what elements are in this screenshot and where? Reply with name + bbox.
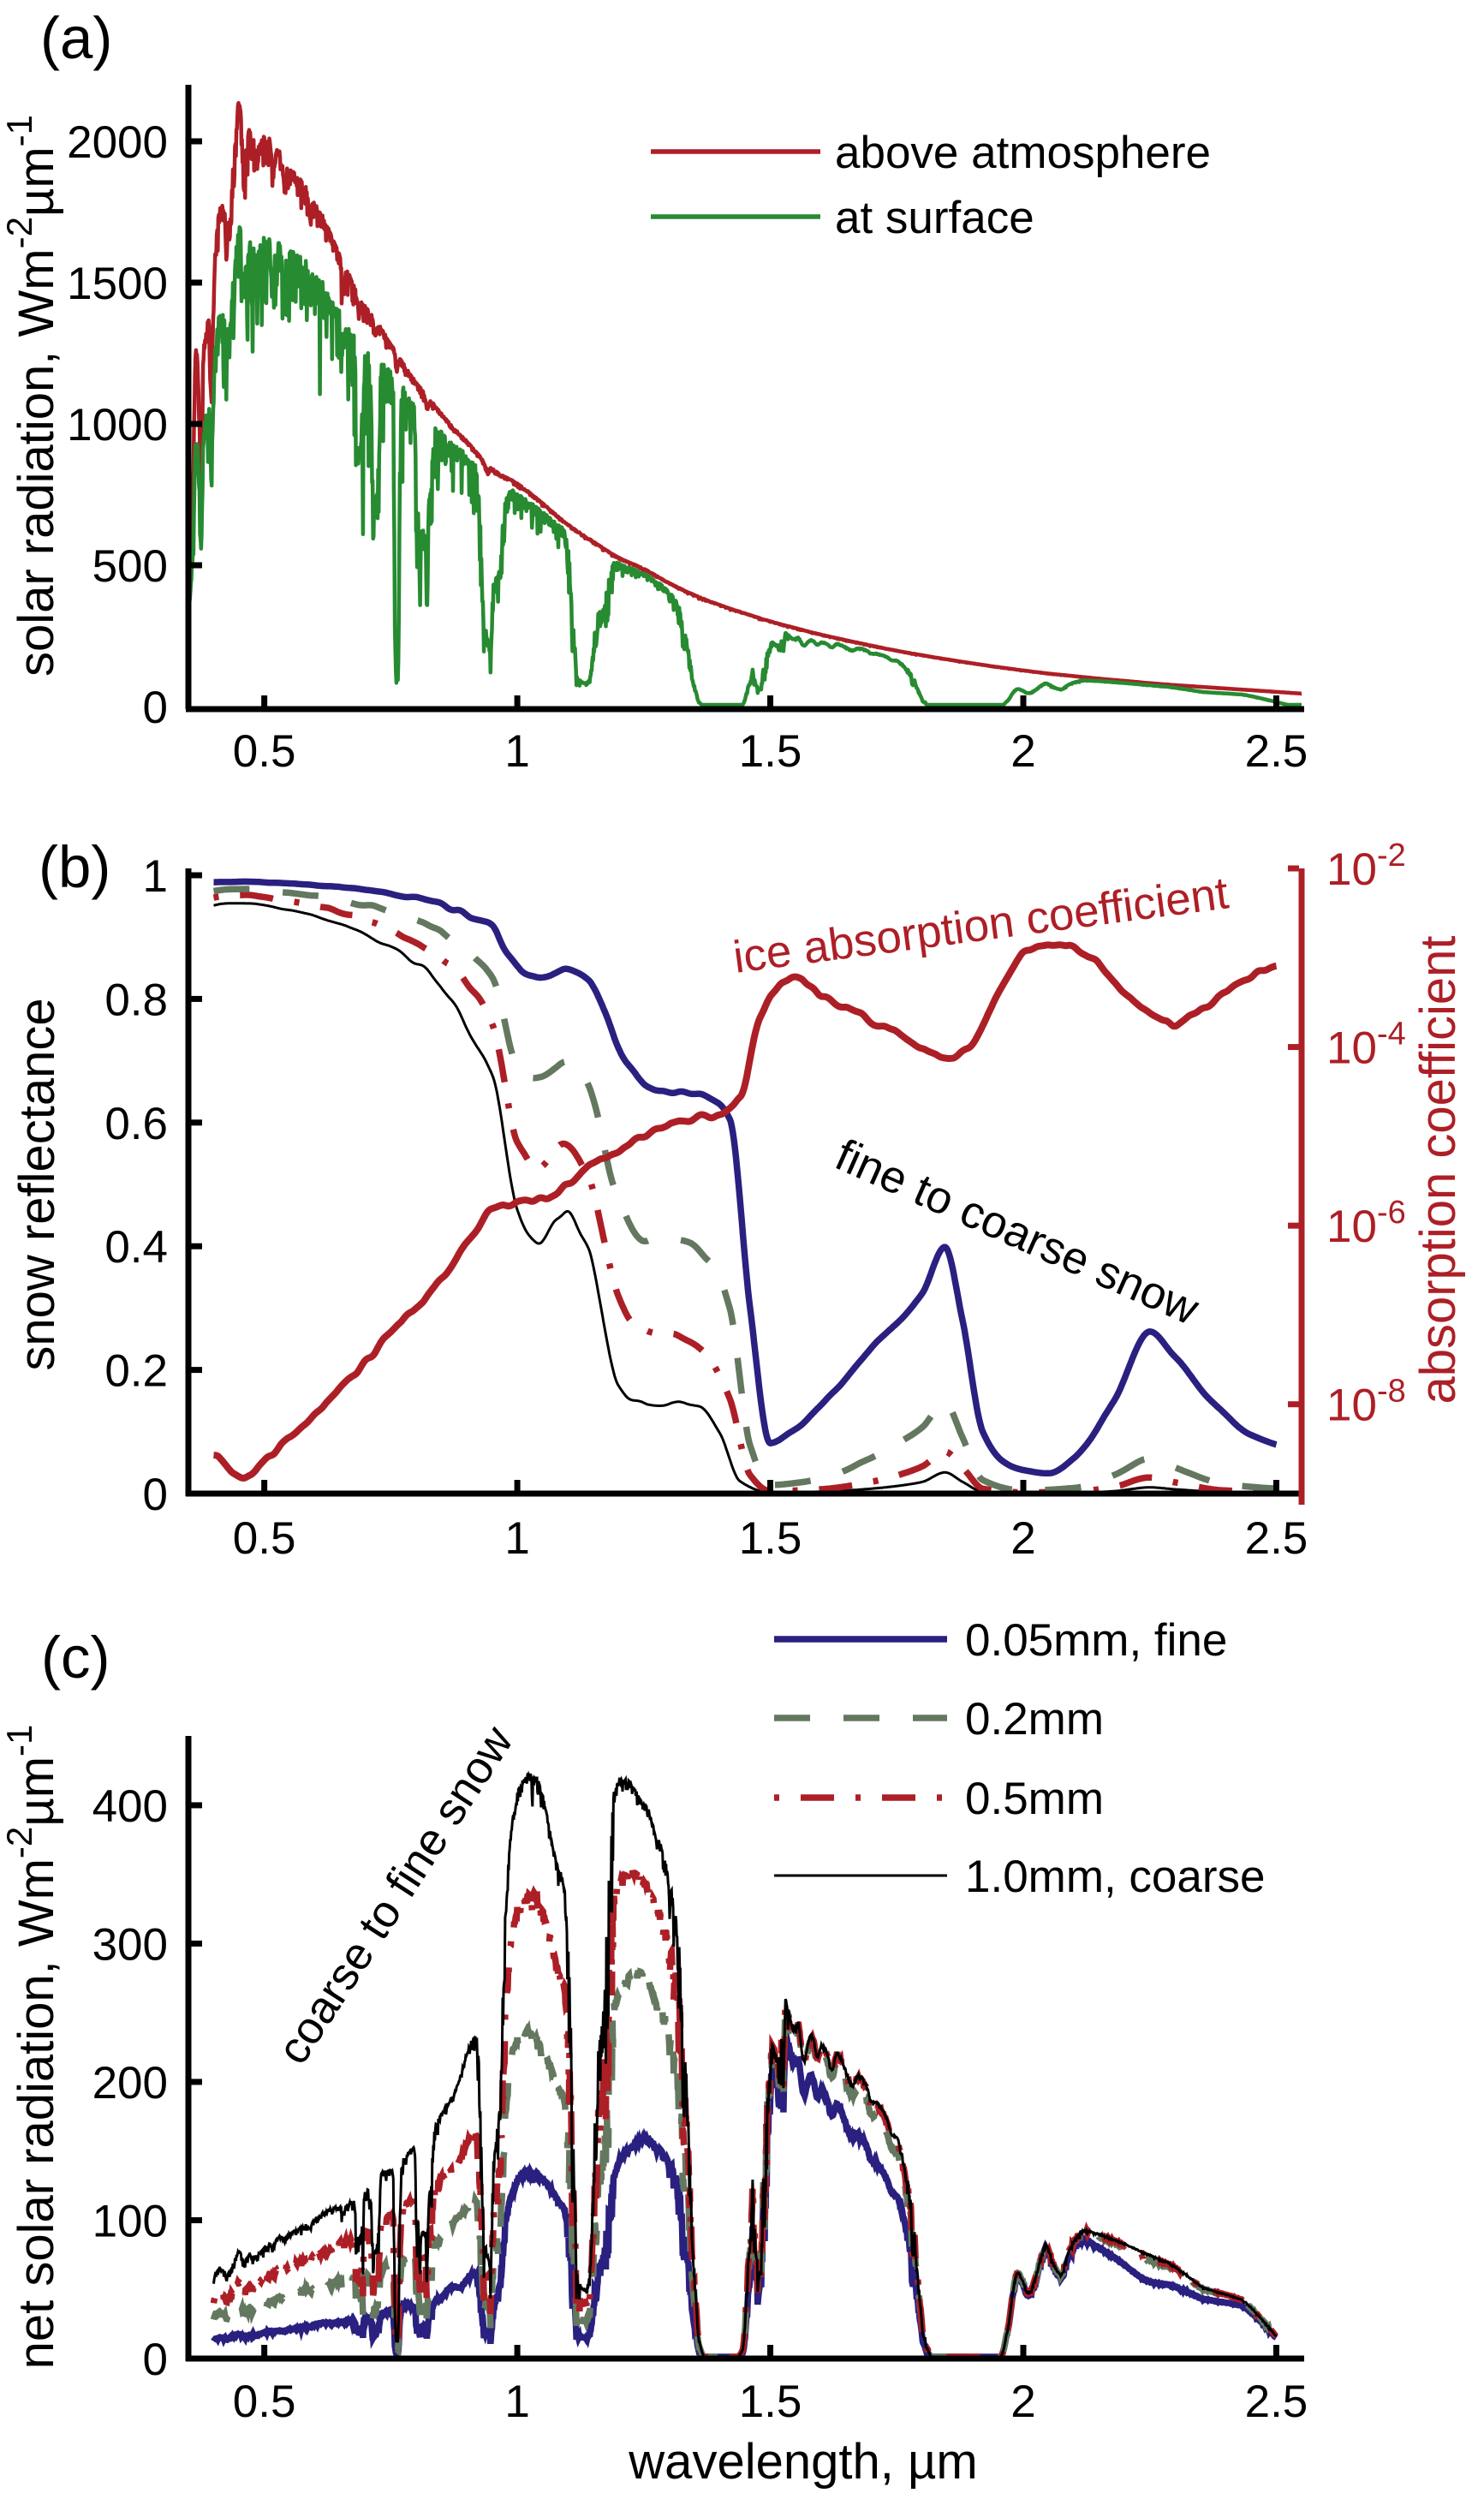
svg-text:10-2: 10-2	[1326, 838, 1406, 895]
svg-text:1: 1	[504, 2377, 529, 2427]
svg-text:0: 0	[143, 1470, 168, 1520]
svg-text:2.5: 2.5	[1245, 1513, 1308, 1564]
svg-text:0.8: 0.8	[104, 975, 168, 1025]
svg-text:0.5mm: 0.5mm	[965, 1774, 1104, 1824]
svg-text:1500: 1500	[67, 259, 168, 309]
svg-text:1.5: 1.5	[739, 1513, 802, 1564]
svg-text:2: 2	[1010, 1513, 1035, 1564]
svg-text:0.5: 0.5	[233, 1513, 296, 1564]
svg-text:0.2mm: 0.2mm	[965, 1694, 1104, 1745]
svg-text:0: 0	[143, 683, 168, 733]
svg-text:(b): (b)	[39, 834, 110, 900]
svg-text:0.05mm, fine: 0.05mm, fine	[965, 1615, 1227, 1666]
svg-text:1: 1	[504, 726, 529, 777]
svg-text:0.4: 0.4	[104, 1222, 168, 1273]
svg-text:1.0mm, coarse: 1.0mm, coarse	[965, 1852, 1266, 1902]
svg-text:(c): (c)	[41, 1625, 110, 1691]
svg-text:snow reflectance: snow reflectance	[9, 998, 65, 1370]
svg-text:1.5: 1.5	[739, 726, 802, 777]
svg-text:300: 300	[92, 1919, 168, 1970]
svg-text:2000: 2000	[67, 117, 168, 168]
svg-text:100: 100	[92, 2196, 168, 2246]
svg-text:wavelength, µm: wavelength, µm	[628, 2434, 977, 2490]
svg-text:0: 0	[143, 2335, 168, 2385]
svg-text:200: 200	[92, 2058, 168, 2108]
svg-text:net solar radiation, Wm-2µm-1: net solar radiation, Wm-2µm-1	[0, 1725, 64, 2370]
svg-text:0.5: 0.5	[233, 2377, 296, 2427]
svg-text:1000: 1000	[67, 400, 168, 450]
svg-text:0.2: 0.2	[104, 1346, 168, 1397]
svg-text:above atmosphere: above atmosphere	[835, 128, 1211, 178]
svg-text:500: 500	[92, 541, 168, 592]
svg-text:1: 1	[504, 1513, 529, 1564]
svg-text:1: 1	[143, 851, 168, 902]
svg-text:0.6: 0.6	[104, 1099, 168, 1149]
svg-text:2.5: 2.5	[1245, 2377, 1308, 2427]
svg-text:1.5: 1.5	[739, 2377, 802, 2427]
svg-text:at surface: at surface	[835, 193, 1034, 243]
svg-text:2: 2	[1010, 2377, 1035, 2427]
svg-text:absorption coefficient: absorption coefficient	[1410, 935, 1466, 1404]
svg-text:400: 400	[92, 1781, 168, 1832]
svg-text:solar radiation, Wm-2µm-1: solar radiation, Wm-2µm-1	[0, 115, 64, 677]
svg-text:2.5: 2.5	[1245, 726, 1308, 777]
svg-text:(a): (a)	[40, 5, 112, 71]
svg-text:0.5: 0.5	[233, 726, 296, 777]
svg-text:2: 2	[1010, 726, 1035, 777]
